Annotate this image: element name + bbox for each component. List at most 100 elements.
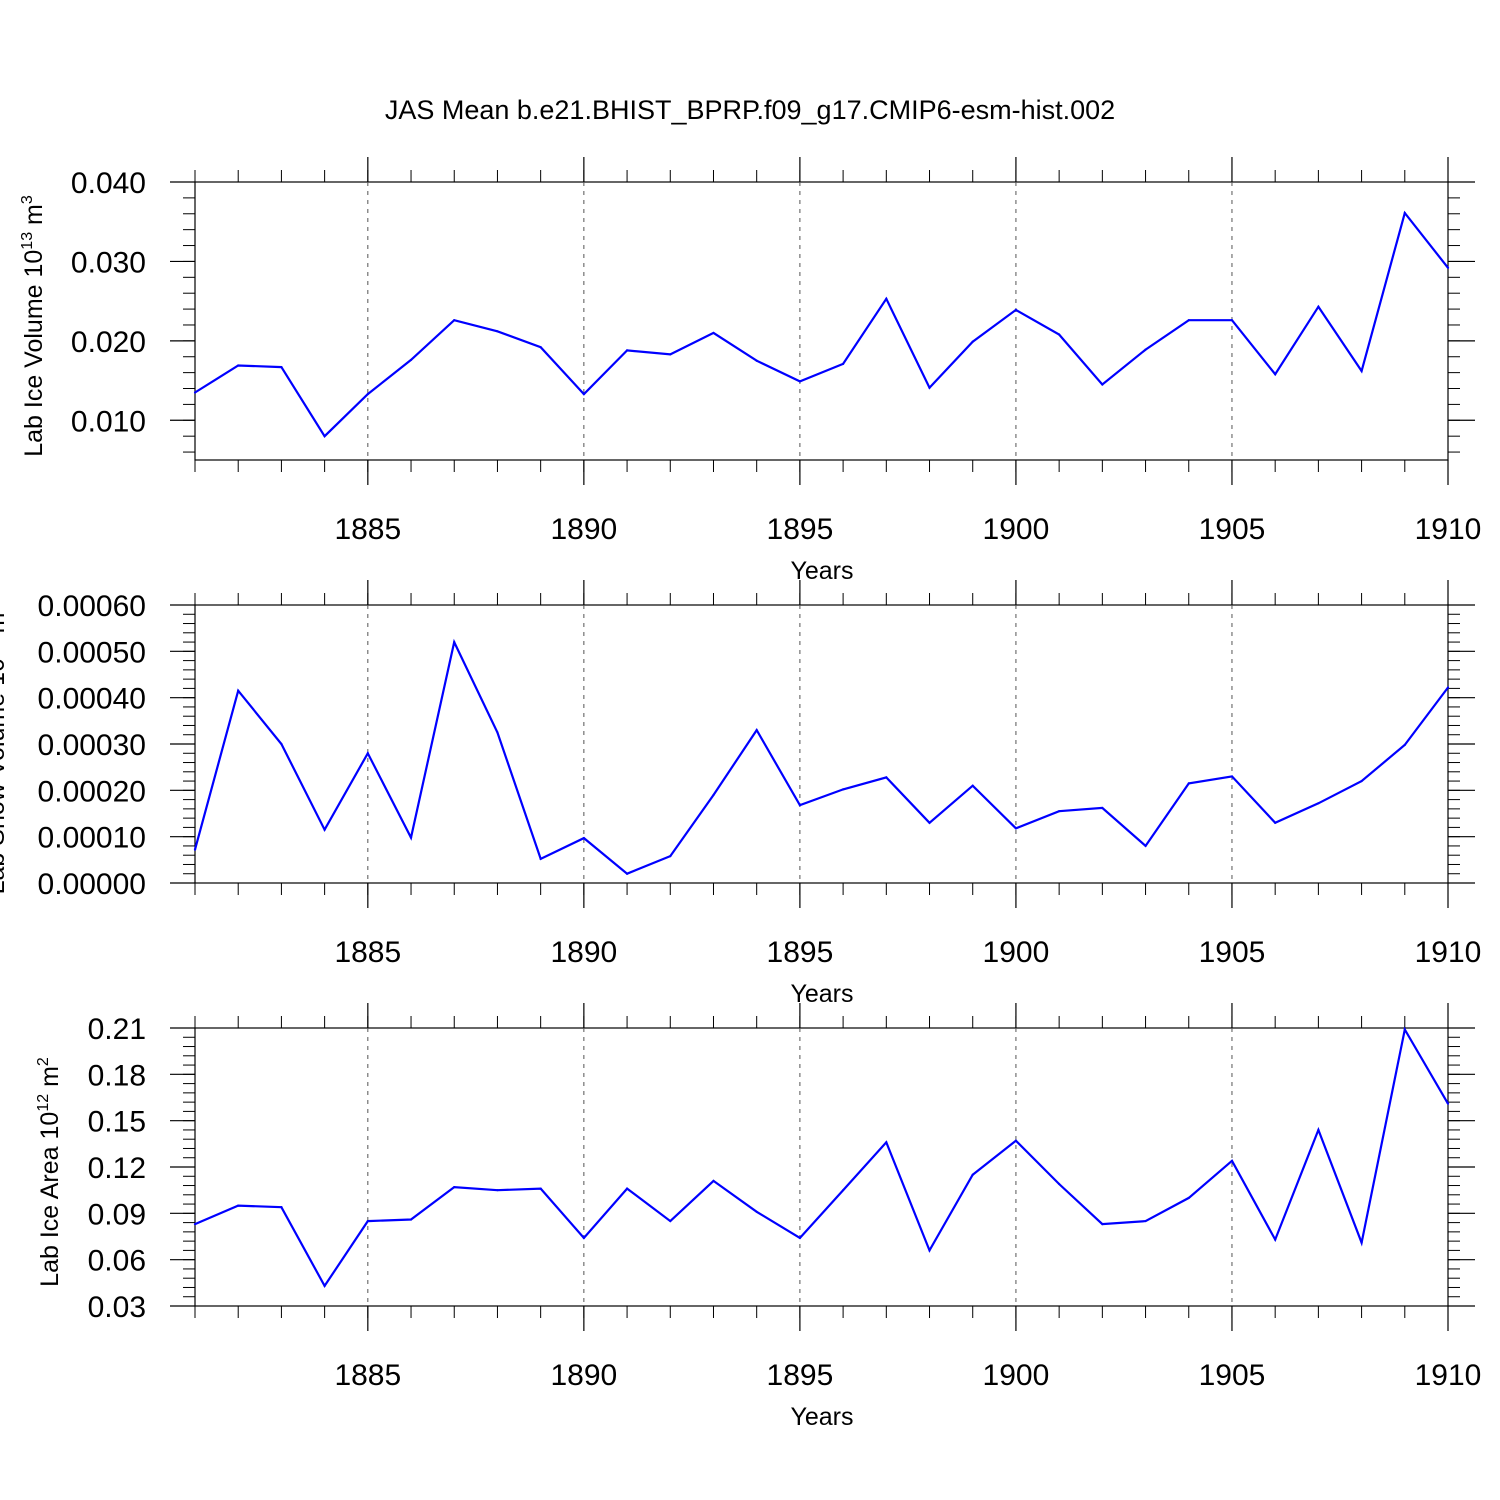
y-tick-label: 0.010: [71, 405, 146, 438]
y-axis-title: Lab Snow Volume 1013 m3: [0, 604, 10, 895]
y-axis-title-exponent: 13: [19, 232, 36, 250]
y-tick-label: 0.00060: [38, 590, 146, 623]
y-tick-label: 0.00010: [38, 822, 146, 855]
y-axis-title-main: Lab Ice Area 10: [36, 1112, 64, 1287]
data-point: [496, 731, 499, 734]
y-axis-title-unit-exponent: 2: [35, 1057, 52, 1066]
data-point: [1101, 1223, 1104, 1226]
data-point: [193, 391, 197, 394]
data-point: [625, 1187, 629, 1190]
x-axis-title: Years: [790, 1403, 853, 1431]
data-point: [885, 297, 888, 300]
data-point: [1446, 266, 1450, 269]
y-tick-label: 0.18: [88, 1059, 146, 1092]
data-point: [971, 784, 974, 787]
data-point: [755, 359, 758, 362]
data-point: [1101, 806, 1104, 810]
data-point: [669, 855, 672, 858]
data-point: [1317, 305, 1320, 308]
data-point: [1230, 775, 1234, 778]
data-point: [1403, 1028, 1406, 1031]
data-point: [669, 353, 672, 356]
data-point: [539, 1187, 542, 1190]
data-point: [1101, 383, 1104, 386]
data-point: [1014, 827, 1018, 830]
data-point: [971, 1173, 974, 1176]
data-point: [1446, 686, 1450, 689]
data-point: [1058, 1182, 1061, 1186]
data-point: [1187, 319, 1190, 322]
data-point: [798, 380, 801, 383]
y-axis-title-main: Lab Snow Volume 10: [0, 658, 10, 894]
data-point: [582, 392, 585, 396]
data-point: [1360, 1241, 1363, 1244]
y-axis-title-unit: m: [20, 204, 48, 232]
x-tick-label: 1890: [550, 936, 617, 969]
y-axis-title-exponent: 12: [35, 1094, 52, 1112]
y-tick-label: 0.00000: [38, 868, 146, 901]
data-point: [496, 330, 499, 333]
y-tick-label: 0.00050: [38, 636, 146, 669]
data-point: [1317, 1128, 1320, 1132]
x-tick-label: 1885: [334, 513, 401, 546]
y-axis-title: Lab Ice Volume 1013 m3: [19, 195, 48, 457]
y-tick-label: 0.00040: [38, 683, 146, 716]
panel-1: 0.010 0.020 0.030 0.040 1885 1890 1895 1900 1905…: [19, 157, 1481, 585]
data-point: [280, 365, 283, 369]
x-tick-label: 1910: [1415, 1359, 1482, 1392]
data-point: [1187, 1196, 1190, 1199]
data-point: [1230, 319, 1234, 322]
data-point: [323, 1284, 326, 1288]
plot-frame: [194, 1027, 1449, 1307]
data-point: [755, 729, 758, 732]
x-axis-title: Years: [790, 980, 853, 1008]
data-point: [409, 1218, 413, 1221]
data-point: [453, 640, 456, 644]
data-point: [712, 1179, 715, 1182]
data-point: [1403, 743, 1406, 747]
data-point: [1317, 802, 1320, 805]
data-point: [928, 821, 931, 824]
data-point: [323, 435, 326, 438]
data-point: [885, 1141, 888, 1144]
x-tick-label: 1905: [1199, 1359, 1266, 1392]
y-tick-label: 0.040: [71, 167, 146, 200]
data-point: [1274, 1238, 1277, 1241]
x-tick-label: 1910: [1415, 936, 1482, 969]
data-point: [1014, 308, 1018, 311]
data-point: [539, 857, 542, 861]
data-point: [928, 386, 931, 389]
y-tick-label: 0.03: [88, 1291, 146, 1324]
data-point: [323, 828, 326, 831]
data-point: [1274, 821, 1277, 824]
y-tick-label: 0.12: [88, 1152, 146, 1185]
data-point: [1446, 1102, 1450, 1105]
data-point: [798, 804, 801, 807]
data-point: [1360, 779, 1363, 783]
data-point: [366, 1219, 369, 1223]
x-tick-label: 1905: [1199, 936, 1266, 969]
y-tick-label: 0.030: [71, 246, 146, 279]
data-point: [971, 340, 974, 343]
panels-layer: 0.010 0.020 0.030 0.040 1885 1890 1895 1900 1905…: [0, 157, 1481, 1431]
data-point: [1058, 810, 1061, 813]
data-point: [625, 872, 629, 875]
data-point: [1014, 1139, 1018, 1142]
data-point: [539, 346, 542, 349]
y-axis-title-unit-exponent: 3: [19, 195, 36, 204]
data-point: [1230, 1159, 1234, 1162]
data-point: [625, 349, 629, 352]
data-point: [237, 1204, 240, 1207]
data-point: [409, 836, 413, 839]
data-point: [193, 848, 197, 851]
data-point: [1058, 333, 1061, 336]
y-tick-label: 0.020: [71, 326, 146, 359]
series-line: [194, 210, 1449, 438]
y-tick-label: 0.09: [88, 1198, 146, 1231]
data-point: [453, 319, 456, 322]
data-point: [669, 1219, 672, 1223]
data-point: [366, 392, 369, 396]
data-point: [409, 358, 413, 362]
x-tick-label: 1895: [767, 513, 834, 546]
x-tick-label: 1885: [334, 1359, 401, 1392]
